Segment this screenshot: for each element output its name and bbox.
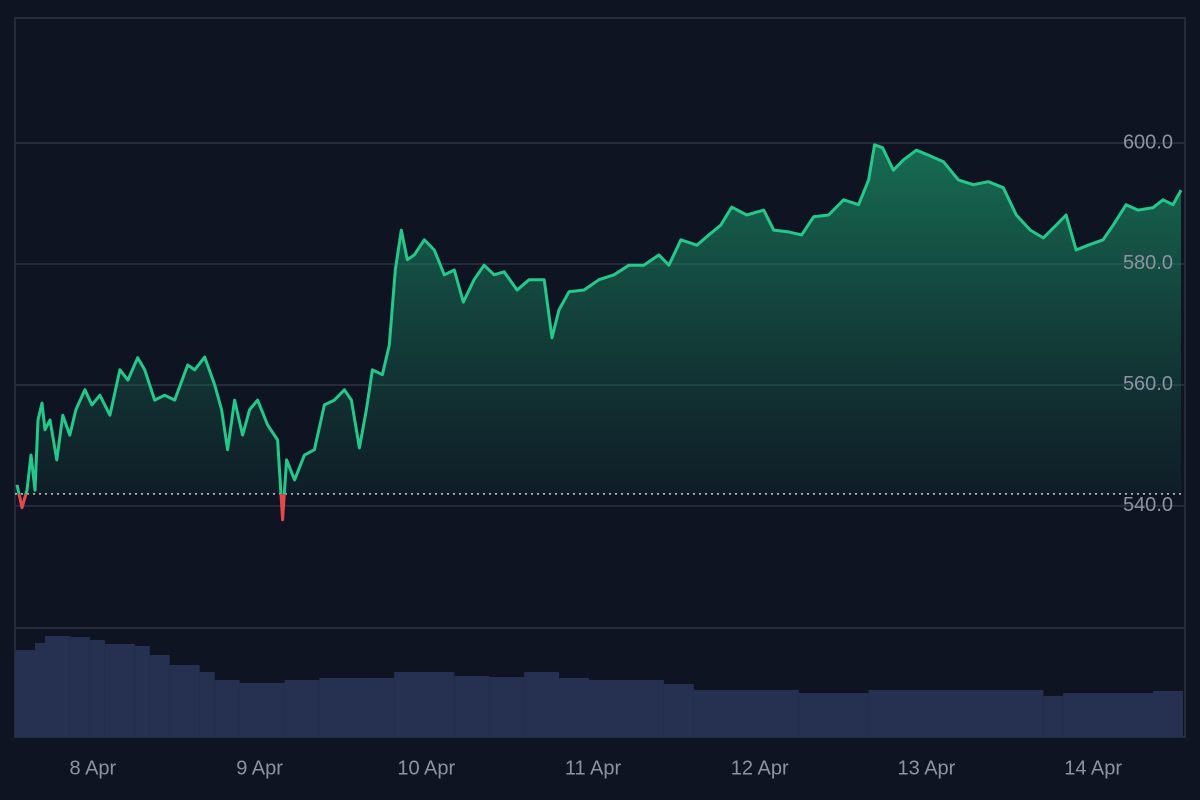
volume-bar <box>524 672 559 737</box>
volume-bar <box>89 640 105 737</box>
y-tick-label: 560.0 <box>1123 373 1173 395</box>
volume-bar <box>214 680 240 737</box>
volume-bar <box>69 637 90 737</box>
volume-bar <box>169 665 200 737</box>
y-tick-label: 580.0 <box>1123 252 1173 274</box>
volume-bar <box>588 680 664 737</box>
volume-bar <box>104 644 135 737</box>
x-tick-label: 13 Apr <box>898 757 956 779</box>
x-tick-label: 12 Apr <box>731 757 789 779</box>
volume-bar <box>1152 691 1183 737</box>
volume-bar <box>489 677 525 737</box>
x-tick-label: 11 Apr <box>565 757 622 779</box>
volume-bar <box>868 690 1044 737</box>
volume-bar <box>35 643 46 737</box>
volume-bar <box>394 672 455 737</box>
price-line <box>15 143 1183 522</box>
volume-bar <box>149 655 170 737</box>
volume-bar <box>45 636 70 737</box>
volume-bar <box>558 678 589 737</box>
volume-bar <box>15 650 36 737</box>
volume-bar <box>663 684 694 737</box>
x-tick-label: 8 Apr <box>70 757 117 779</box>
x-tick-label: 9 Apr <box>236 757 283 779</box>
volume-bar <box>199 672 215 737</box>
volume-bar <box>1043 696 1064 737</box>
volume-bar <box>454 676 490 737</box>
x-tick-label: 10 Apr <box>397 757 455 779</box>
y-tick-label: 540.0 <box>1123 494 1173 516</box>
x-tick-label: 14 Apr <box>1064 757 1122 779</box>
volume-bar <box>134 646 150 737</box>
y-tick-label: 600.0 <box>1123 131 1173 153</box>
volume-bar <box>1063 693 1153 737</box>
volume-bar <box>319 678 395 737</box>
volume-bar <box>284 680 320 737</box>
volume-bar <box>693 690 799 737</box>
volume-bar <box>239 683 285 737</box>
volume-bar <box>798 693 869 737</box>
price-area <box>17 144 1181 520</box>
